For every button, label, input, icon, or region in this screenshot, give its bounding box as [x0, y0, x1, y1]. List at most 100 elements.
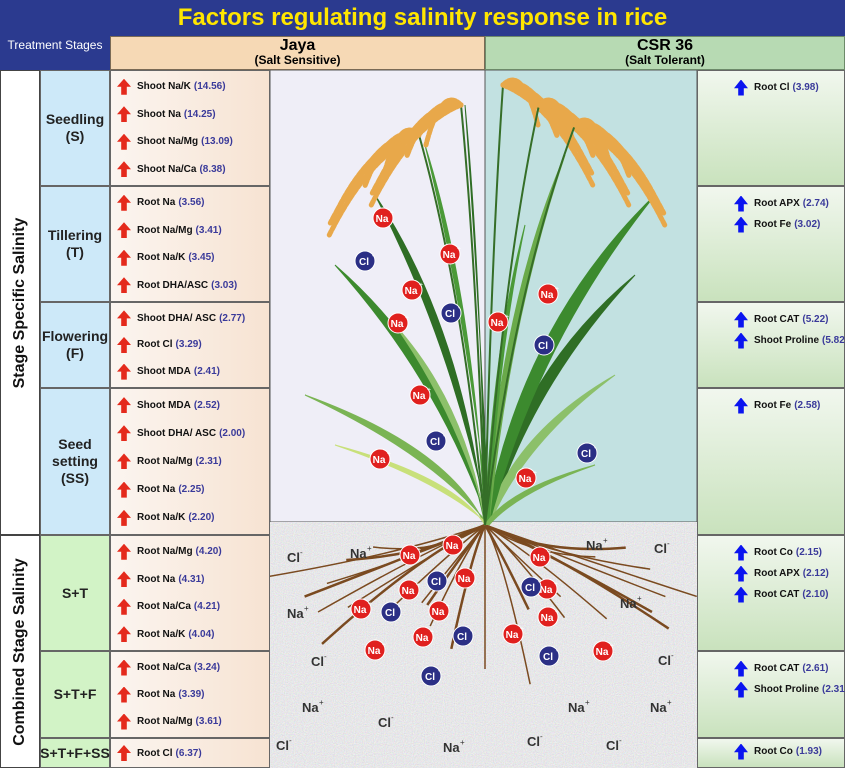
svg-text:Na: Na	[350, 546, 367, 561]
factor-value: (2.12)	[802, 568, 829, 579]
jaya-factor-item: Root Na/Mg (2.31)	[111, 450, 269, 472]
csr-factor-item: Root CAT (5.22)	[698, 309, 844, 330]
up-arrow-icon	[117, 161, 131, 178]
up-arrow-icon	[734, 565, 748, 582]
up-arrow-icon	[117, 277, 131, 294]
svg-text:-: -	[594, 445, 597, 452]
svg-text:Na: Na	[620, 596, 637, 611]
svg-text:Na: Na	[650, 700, 667, 715]
svg-text:-: -	[391, 713, 394, 722]
chloride-ion-icon: Cl-	[576, 442, 598, 464]
jaya-factor-item: Shoot DHA/ ASC (2.00)	[111, 422, 269, 444]
svg-text:Cl: Cl	[276, 738, 289, 753]
svg-text:Cl: Cl	[525, 583, 535, 594]
svg-text:Na: Na	[354, 605, 367, 616]
factor-name: Root Na	[137, 573, 176, 585]
factor-name: Root Na/K	[137, 512, 186, 524]
chloride-ion-label: Cl -	[527, 732, 543, 749]
up-arrow-icon	[117, 713, 131, 730]
chloride-ion-label: Cl -	[276, 736, 292, 753]
svg-text:-: -	[289, 736, 292, 745]
svg-text:Na: Na	[541, 290, 554, 301]
treatment-stages-header: Treatment Stages	[0, 36, 110, 70]
combined-stage-label: Combined Stage Salinity	[0, 535, 40, 768]
svg-text:-: -	[300, 548, 303, 557]
svg-text:-: -	[444, 573, 447, 580]
factor-name: Root CAT	[754, 314, 800, 325]
factor-name: Root Na/Mg	[137, 716, 193, 727]
up-arrow-icon	[734, 743, 748, 760]
factor-value: (5.82)	[822, 335, 845, 346]
root	[483, 524, 530, 611]
csr-subtitle: (Salt Tolerant)	[625, 53, 705, 67]
up-arrow-icon	[734, 311, 748, 328]
up-arrow-icon	[117, 453, 131, 470]
svg-text:-: -	[443, 433, 446, 440]
factor-name: Shoot Na/Mg	[137, 136, 199, 148]
factor-value: (2.00)	[219, 427, 246, 439]
chloride-ion-icon: Cl-	[425, 430, 447, 452]
csr-factor-item: Root CAT (2.61)	[698, 658, 844, 679]
csr-factor-item: Root APX (2.74)	[698, 193, 844, 214]
svg-text:+: +	[585, 698, 590, 707]
svg-text:-: -	[551, 337, 554, 344]
svg-text:Na: Na	[402, 586, 415, 597]
stage-cell: Seed setting (SS)	[40, 388, 110, 535]
svg-text:Na: Na	[446, 541, 459, 552]
factor-value: (2.15)	[795, 547, 823, 558]
factor-name: Shoot Na/Ca	[137, 163, 197, 175]
factor-value: (8.38)	[199, 163, 226, 175]
jaya-factor-item: Root Na (3.39)	[111, 684, 269, 706]
stage-label: Seed setting	[52, 436, 98, 469]
root	[421, 524, 486, 604]
svg-text:Na: Na	[376, 214, 389, 225]
jaya-factor-item: Root Cl (3.29)	[111, 334, 269, 356]
sodium-ion-label: Na +	[650, 698, 672, 715]
csr-factor-list: Root Co (1.93)	[697, 738, 845, 768]
leaf	[464, 104, 490, 526]
grain-panicle	[368, 102, 464, 208]
sodium-ion-icon: Na+	[537, 283, 559, 305]
svg-text:+: +	[416, 582, 420, 589]
svg-text:Cl: Cl	[431, 577, 441, 588]
factor-value: (3.98)	[792, 82, 819, 93]
factor-value: (2.31)	[822, 684, 845, 695]
factor-value: (3.41)	[195, 224, 222, 236]
csr-factor-list: Root CAT(5.22)Shoot Proline(5.82)	[697, 302, 845, 388]
factor-name: Root Na/Mg	[137, 224, 193, 236]
up-arrow-icon	[734, 216, 748, 233]
svg-text:Na: Na	[413, 391, 426, 402]
factor-name: Root Na	[137, 197, 176, 209]
factor-value: (14.25)	[183, 108, 216, 120]
chloride-ion-icon: Cl-	[533, 334, 555, 356]
svg-text:Cl: Cl	[359, 257, 369, 268]
svg-text:+: +	[554, 581, 558, 588]
svg-text:+: +	[304, 604, 309, 613]
up-arrow-icon	[734, 586, 748, 603]
factor-name: Shoot Proline	[754, 684, 819, 695]
factor-name: Root APX	[754, 198, 800, 209]
sodium-ion-icon: Na+	[442, 534, 464, 556]
factor-value: (2.41)	[193, 366, 221, 378]
factor-name: Root Na/Ca	[137, 601, 191, 613]
sodium-ion-icon: Na+	[592, 640, 614, 662]
sodium-ion-icon: Na+	[515, 467, 537, 489]
jaya-factor-list: Shoot Na/K (14.56) Shoot Na (14.25) Shoot Na…	[110, 70, 270, 186]
svg-text:Cl: Cl	[527, 734, 540, 749]
csr-factor-item: Root CAT (2.10)	[698, 584, 844, 605]
factor-name: Root Fe	[754, 400, 792, 411]
combined-stage-text: Combined Stage Salinity	[11, 557, 28, 746]
jaya-factor-item: Shoot Na (14.25)	[111, 103, 269, 125]
grain-panicle	[572, 122, 668, 228]
svg-text:Na: Na	[443, 740, 460, 755]
up-arrow-icon	[734, 332, 748, 349]
factor-name: Root Na/K	[137, 252, 186, 264]
factor-value: (3.02)	[794, 219, 821, 230]
svg-text:Na: Na	[287, 606, 304, 621]
sodium-ion-icon: Na+	[536, 578, 558, 600]
chloride-ion-label: Cl -	[287, 548, 303, 565]
sodium-ion-label: Na +	[302, 698, 324, 715]
sodium-ion-label: Na +	[620, 594, 642, 611]
up-arrow-icon	[117, 626, 131, 643]
svg-text:+: +	[505, 314, 509, 321]
